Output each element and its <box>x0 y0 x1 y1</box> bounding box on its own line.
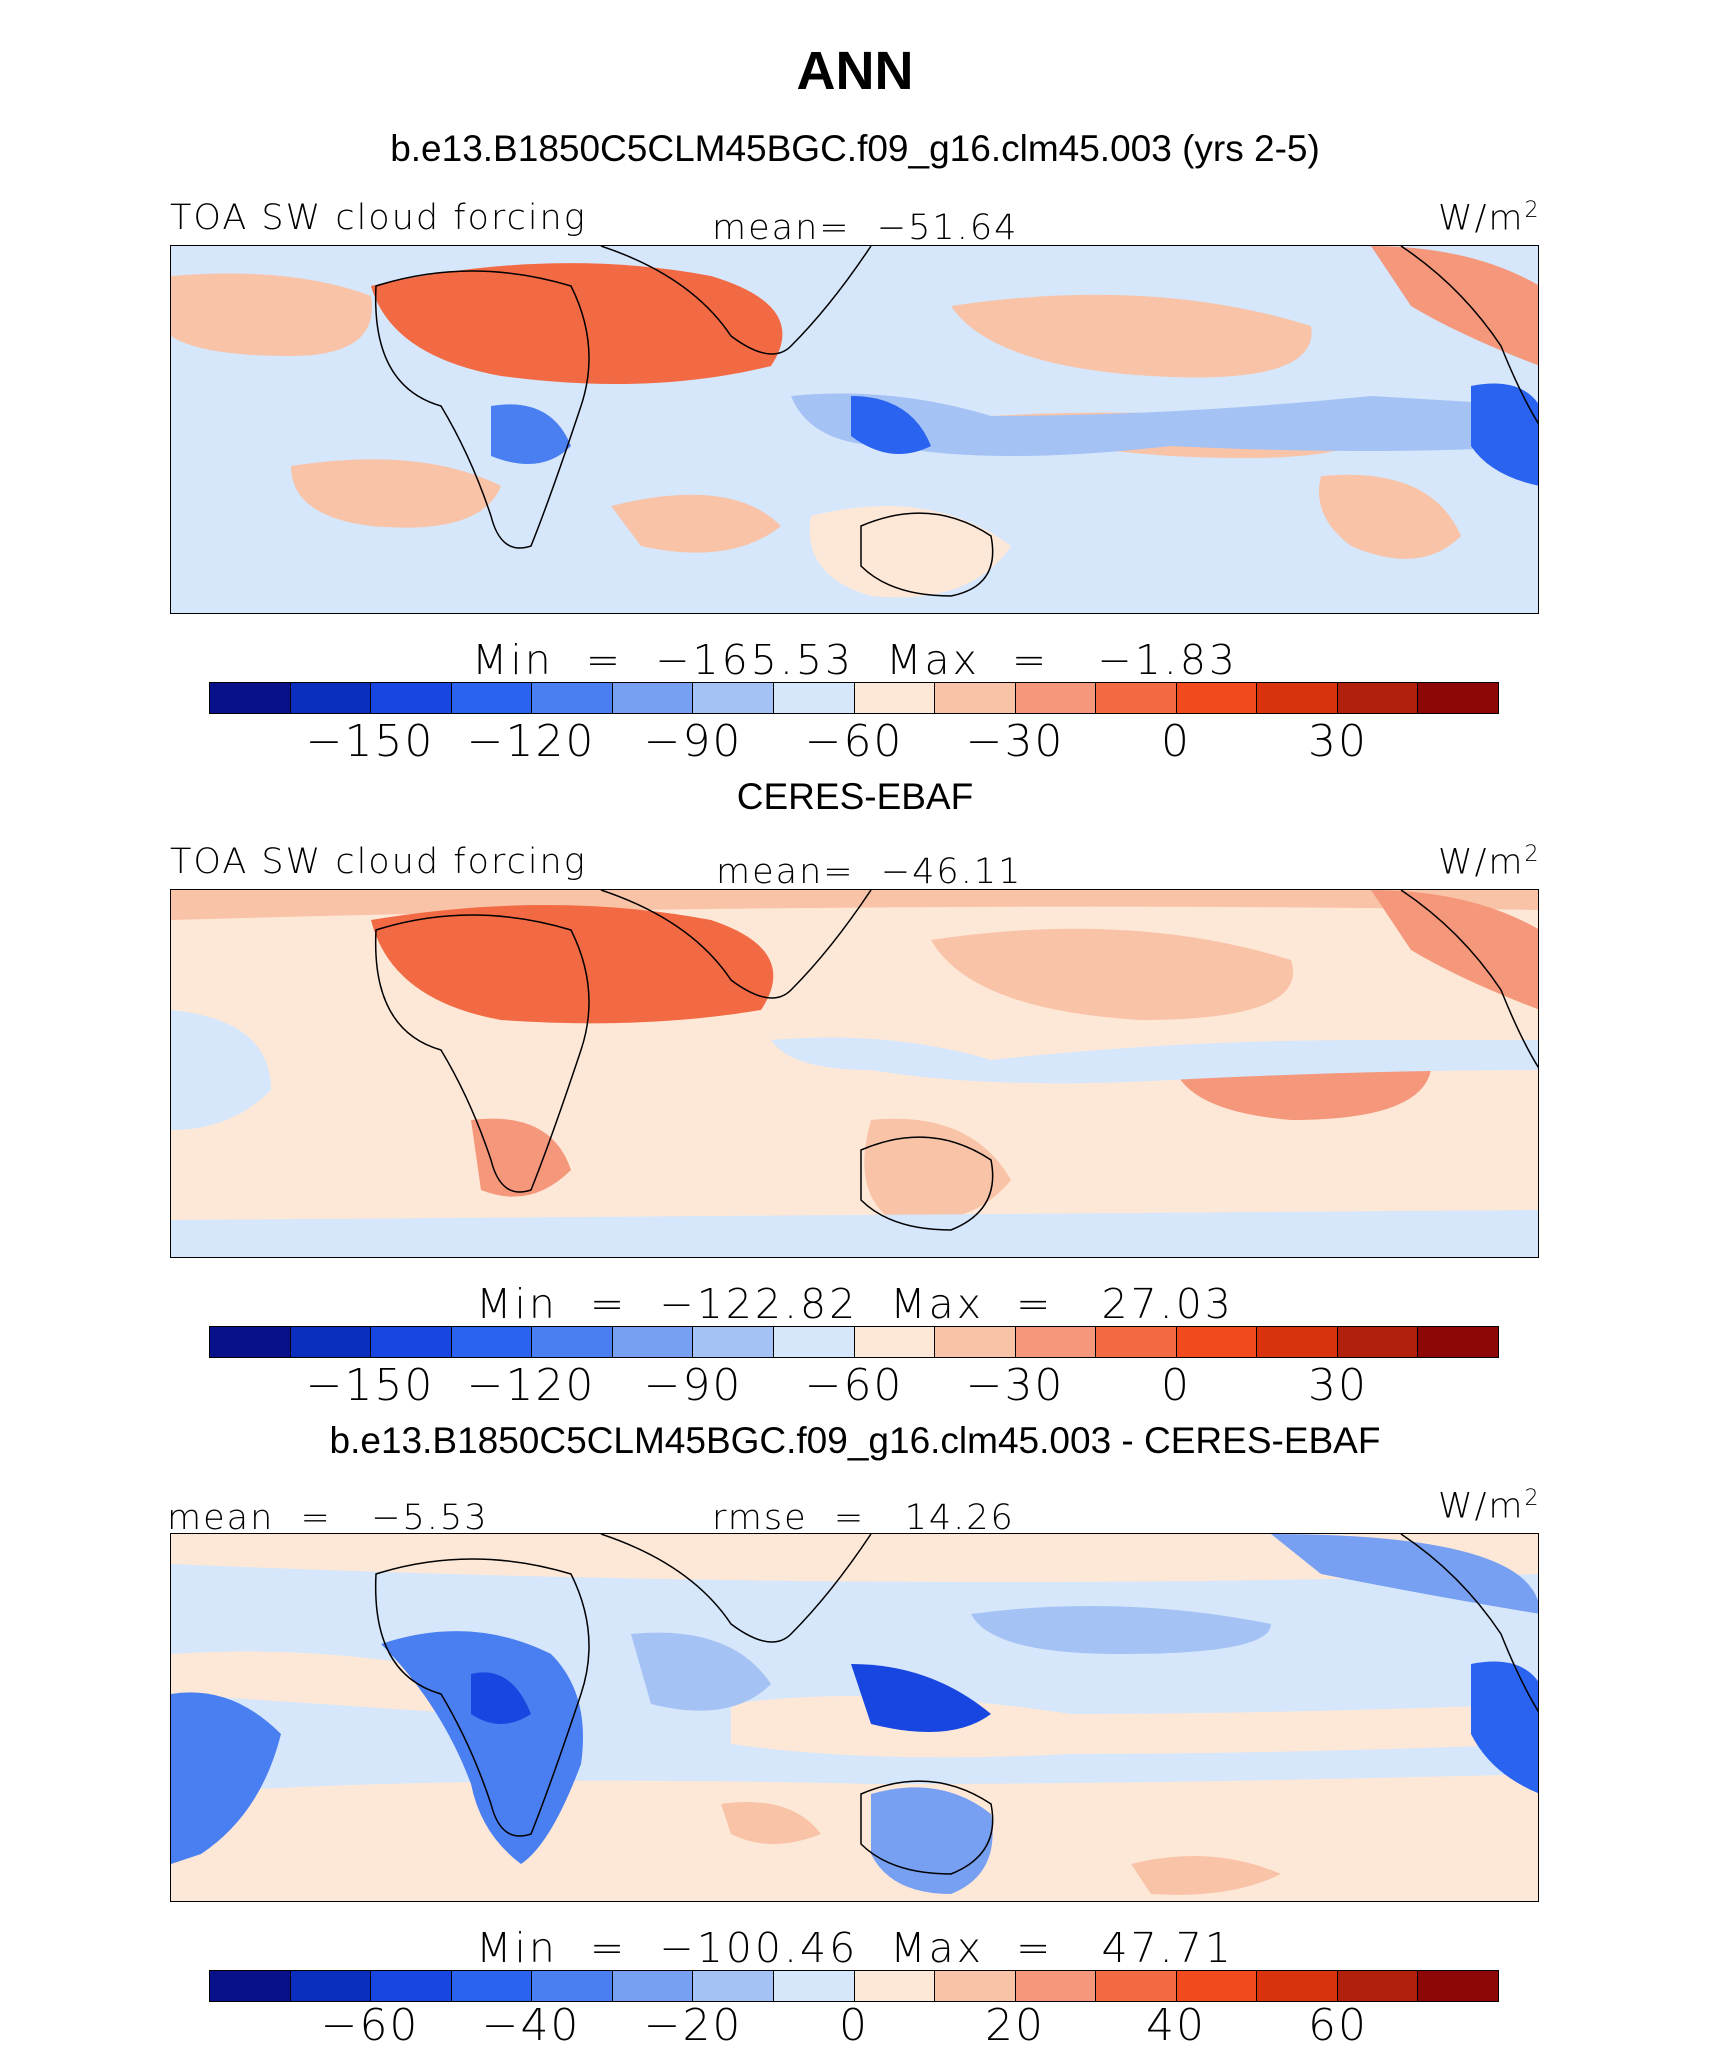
colorbar-box <box>1015 683 1097 713</box>
panel1-colorbar <box>209 682 1499 714</box>
colorbar-box <box>1257 1327 1338 1357</box>
panel2-cbar-label: −120 <box>466 1360 596 1411</box>
panel3-cbar-label: 40 <box>1146 2000 1206 2051</box>
panel3-units-label: W/m2 <box>1438 1486 1541 1527</box>
colorbar-box <box>1176 683 1258 713</box>
colorbar-box <box>210 683 291 713</box>
colorbar-box <box>854 683 936 713</box>
colorbar-box <box>1015 1327 1097 1357</box>
panel2-mean-label: mean= −46.11 <box>716 852 1023 892</box>
panel1-minmax: Min = −165.53 Max = −1.83 <box>471 636 1239 684</box>
colorbar-box <box>1337 1971 1419 2001</box>
panel2-units-label: W/m2 <box>1438 842 1541 883</box>
colorbar-box <box>1337 683 1419 713</box>
colorbar-box <box>1096 683 1177 713</box>
colorbar-box <box>693 683 774 713</box>
panel1-map <box>170 245 1539 614</box>
panel2-cbar-label: −30 <box>965 1360 1065 1411</box>
colorbar-box <box>1337 1327 1419 1357</box>
panel1-cbar-label: 30 <box>1308 716 1368 767</box>
colorbar-box <box>1015 1971 1097 2001</box>
colorbar-box <box>451 683 533 713</box>
colorbar-box <box>693 1971 774 2001</box>
panel1-cbar-label: −60 <box>804 716 904 767</box>
colorbar-box <box>773 1327 855 1357</box>
panel3-cbar-label: −60 <box>320 2000 420 2051</box>
panel1-cbar-label: −30 <box>965 716 1065 767</box>
colorbar-box <box>612 1971 694 2001</box>
panel3-rmse-label: rmse = 14.26 <box>712 1498 1015 1538</box>
panel1-cbar-label: 0 <box>1161 716 1191 767</box>
colorbar-box <box>532 1971 613 2001</box>
colorbar-box <box>1257 1971 1338 2001</box>
colorbar-box <box>371 683 452 713</box>
colorbar-box <box>693 1327 774 1357</box>
colorbar-box <box>210 1971 291 2001</box>
plot-title: ANN <box>796 41 914 101</box>
colorbar-box <box>612 1327 694 1357</box>
colorbar-box <box>371 1971 452 2001</box>
obs-title: CERES-EBAF <box>736 776 974 817</box>
panel1-units-label: W/m2 <box>1438 198 1541 239</box>
panel2-variable-label: TOA SW cloud forcing <box>170 842 587 882</box>
panel3-cbar-label: −20 <box>643 2000 743 2051</box>
colorbar-box <box>854 1327 936 1357</box>
colorbar-box <box>1176 1971 1258 2001</box>
colorbar-box <box>1257 683 1338 713</box>
panel3-cbar-label: 0 <box>839 2000 869 2051</box>
panel3-colorbar <box>209 1970 1499 2002</box>
colorbar-box <box>612 683 694 713</box>
colorbar-box <box>290 1327 372 1357</box>
colorbar-box <box>854 1971 936 2001</box>
panel2-minmax: Min = −122.82 Max = 27.03 <box>476 1280 1234 1328</box>
colorbar-box <box>1418 1971 1498 2001</box>
panel1-cbar-label: −120 <box>466 716 596 767</box>
panel2-cbar-label: 30 <box>1308 1360 1368 1411</box>
panel3-cbar-label: −40 <box>481 2000 581 2051</box>
colorbar-box <box>935 1971 1016 2001</box>
colorbar-box <box>290 683 372 713</box>
colorbar-box <box>451 1971 533 2001</box>
diff-title: b.e13.B1850C5CLM45BGC.f09_g16.clm45.003 … <box>329 1420 1381 1461</box>
colorbar-box <box>532 1327 613 1357</box>
panel2-cbar-label: 0 <box>1161 1360 1191 1411</box>
colorbar-box <box>1418 1327 1498 1357</box>
colorbar-box <box>371 1327 452 1357</box>
panel1-mean-label: mean= −51.64 <box>712 208 1019 248</box>
panel1-cbar-label: −90 <box>643 716 743 767</box>
colorbar-box <box>1418 683 1498 713</box>
colorbar-box <box>1096 1971 1177 2001</box>
colorbar-box <box>1176 1327 1258 1357</box>
panel2-cbar-label: −150 <box>305 1360 435 1411</box>
colorbar-box <box>532 683 613 713</box>
panel2-cbar-label: −60 <box>804 1360 904 1411</box>
panel2-map <box>170 889 1539 1258</box>
case-title: b.e13.B1850C5CLM45BGC.f09_g16.clm45.003 … <box>390 128 1320 169</box>
panel3-cbar-label: 60 <box>1308 2000 1368 2051</box>
colorbar-box <box>290 1971 372 2001</box>
panel3-minmax: Min = −100.46 Max = 47.71 <box>476 1924 1234 1972</box>
panel3-mean-label: mean = −5.53 <box>167 1498 489 1538</box>
panel2-cbar-label: −90 <box>643 1360 743 1411</box>
panel3-map <box>170 1533 1539 1902</box>
panel1-variable-label: TOA SW cloud forcing <box>170 198 587 238</box>
colorbar-box <box>935 1327 1016 1357</box>
panel3-cbar-label: 20 <box>985 2000 1045 2051</box>
colorbar-box <box>773 683 855 713</box>
panel1-cbar-label: −150 <box>305 716 435 767</box>
colorbar-box <box>210 1327 291 1357</box>
colorbar-box <box>773 1971 855 2001</box>
colorbar-box <box>1096 1327 1177 1357</box>
colorbar-box <box>935 683 1016 713</box>
panel2-colorbar <box>209 1326 1499 1358</box>
colorbar-box <box>451 1327 533 1357</box>
